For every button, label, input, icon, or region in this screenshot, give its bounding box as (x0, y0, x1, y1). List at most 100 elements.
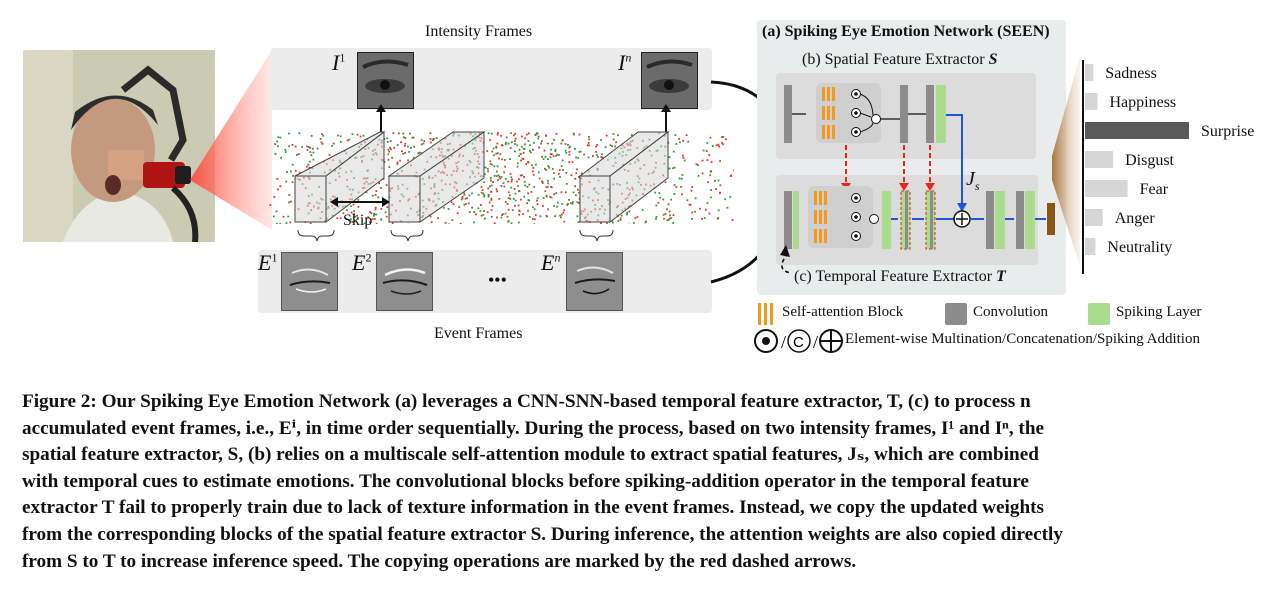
event-dot (480, 204, 482, 206)
event-dot (336, 217, 339, 220)
spiking-block (882, 191, 891, 249)
event-dot (483, 194, 486, 196)
event-frame-texture (282, 253, 337, 310)
event-dot (556, 205, 558, 208)
event-dot (393, 147, 396, 149)
event-dot (538, 177, 541, 180)
event-dot (536, 199, 538, 202)
event-dot (686, 199, 689, 202)
event-dot (402, 136, 405, 139)
event-dot (576, 201, 579, 203)
event-cuboid (387, 131, 486, 223)
event-dot (276, 140, 279, 143)
event-dot (681, 174, 684, 176)
event-dot (545, 195, 548, 198)
event-cuboid (294, 130, 386, 224)
event-dot (606, 222, 608, 224)
event-dot (291, 181, 294, 184)
intensity-frame-last (641, 52, 698, 109)
event-dot (533, 186, 536, 188)
event-dot (510, 132, 512, 135)
event-dot (555, 192, 558, 194)
event-dot (276, 223, 278, 224)
event-dot (565, 172, 568, 174)
event-dot (511, 178, 513, 181)
event-dot (477, 207, 480, 210)
event-dot (375, 213, 377, 216)
event-dot (280, 157, 283, 159)
class-label-surprise: Surprise (1201, 123, 1254, 140)
class-bar-surprise (1085, 122, 1189, 139)
event-dot (398, 132, 400, 135)
event-dot (561, 203, 564, 205)
event-dot (491, 205, 494, 207)
event-dot (673, 193, 676, 195)
event-dot (668, 210, 671, 213)
event-dot (486, 150, 489, 152)
event-dot (512, 198, 515, 200)
event-dot (492, 181, 494, 183)
event-dot (352, 203, 355, 206)
event-dot (518, 210, 521, 213)
legend-operators: Element-wise Multination/Concatenation/S… (845, 331, 1200, 347)
event-dot (432, 138, 435, 140)
event-dot (483, 210, 485, 212)
event-dot (500, 216, 503, 219)
event-dot (396, 163, 399, 166)
event-dot (655, 218, 657, 220)
event-dot (429, 138, 432, 140)
event-dot (500, 134, 503, 137)
event-dot (709, 174, 712, 177)
event-dot (296, 154, 298, 156)
event-dot (722, 143, 724, 146)
event-dot (717, 217, 720, 219)
event-dot (516, 180, 518, 183)
event-dot (356, 133, 359, 136)
event-dot (506, 203, 509, 205)
event-dot (587, 142, 590, 144)
event-dot (577, 156, 580, 159)
event-dot (429, 132, 432, 135)
event-dot (662, 198, 665, 201)
event-dot (523, 148, 526, 150)
event-dot (688, 203, 691, 206)
event-dot (482, 192, 484, 195)
event-dot (528, 150, 531, 152)
event-dot (480, 186, 483, 188)
event-dot (493, 154, 495, 157)
event-dot (666, 219, 669, 221)
event-dot (514, 204, 516, 207)
event-dot (507, 220, 510, 222)
event-dot (404, 144, 406, 147)
event-dot (722, 136, 725, 138)
event-dot (675, 186, 678, 188)
event-dot (481, 189, 484, 191)
event-dot (620, 214, 623, 217)
event-dot (596, 154, 598, 156)
conv-block (926, 85, 934, 143)
event-dot (541, 181, 544, 183)
event-dot (689, 203, 692, 206)
event-dot (708, 212, 711, 215)
event-dot (537, 137, 540, 140)
event-frame-label: E2 (352, 250, 372, 275)
event-dot (550, 186, 552, 188)
event-dot (568, 153, 571, 156)
event-dot (546, 142, 549, 145)
event-dot (402, 132, 405, 135)
event-dot (556, 153, 559, 156)
event-dot (448, 223, 450, 224)
event-dot (511, 141, 513, 144)
event-dot (339, 135, 342, 138)
event-dot (487, 193, 490, 196)
event-dot (480, 214, 483, 217)
event-dot (657, 202, 660, 204)
event-dot (668, 217, 671, 220)
event-dot (579, 150, 582, 153)
event-dot (288, 145, 290, 148)
event-dot (396, 144, 399, 146)
event-dot (412, 156, 415, 159)
event-dot (490, 199, 493, 201)
event-dot (353, 213, 355, 215)
event-dot (685, 134, 688, 136)
